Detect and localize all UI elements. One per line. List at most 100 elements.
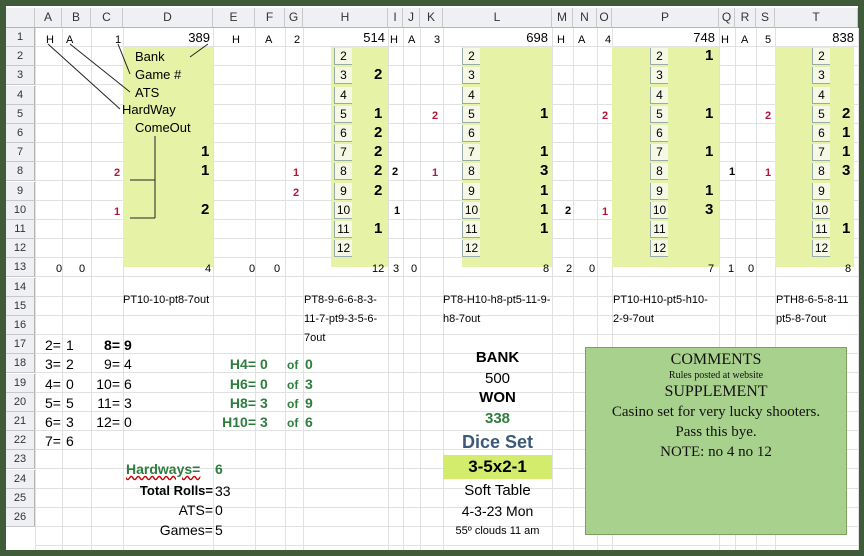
note-l-2[interactable]: h8-7out bbox=[443, 313, 481, 325]
row-header-25[interactable]: 25 bbox=[6, 488, 35, 508]
roll-count[interactable]: 3 bbox=[540, 162, 549, 180]
total-p13[interactable]: 7 bbox=[708, 263, 715, 276]
point-number[interactable]: 5 bbox=[334, 105, 352, 123]
point-number[interactable]: 12 bbox=[650, 240, 668, 258]
count-val[interactable]: 1 bbox=[66, 337, 74, 354]
hardway-key[interactable]: H4= bbox=[229, 356, 256, 373]
point-number[interactable]: 10 bbox=[462, 201, 480, 219]
count-key[interactable]: 5= bbox=[45, 394, 61, 411]
point-number[interactable]: 6 bbox=[650, 125, 668, 142]
table-type[interactable]: Soft Table bbox=[464, 482, 531, 499]
bank-h1[interactable]: 514 bbox=[363, 30, 385, 45]
point-number[interactable]: 9 bbox=[650, 182, 668, 200]
roll-count[interactable]: 2 bbox=[374, 181, 383, 199]
note-d[interactable]: PT10-10-pt8-7out bbox=[123, 294, 210, 306]
hardway-total[interactable]: 6 bbox=[305, 414, 313, 430]
won-label[interactable]: WON bbox=[479, 389, 516, 406]
hardway-d-row10[interactable]: 1 bbox=[114, 205, 121, 218]
point-number[interactable]: 12 bbox=[462, 240, 480, 258]
point-number[interactable]: 8 bbox=[812, 163, 830, 181]
count-key[interactable]: 2= bbox=[45, 337, 61, 354]
hardway-val[interactable]: 0 bbox=[260, 356, 268, 373]
ats-i10[interactable]: 1 bbox=[394, 204, 401, 217]
row-header-13[interactable]: 13 bbox=[6, 258, 35, 278]
point-number[interactable]: 3 bbox=[650, 67, 668, 85]
row-header-4[interactable]: 4 bbox=[6, 85, 35, 105]
select-all-corner[interactable] bbox=[6, 8, 35, 28]
column-header-n[interactable]: N bbox=[573, 8, 597, 28]
column-header-a[interactable]: A bbox=[35, 8, 62, 28]
ats-m10[interactable]: 2 bbox=[565, 204, 572, 217]
point-number[interactable]: 9 bbox=[812, 182, 830, 200]
total-l13[interactable]: 8 bbox=[543, 263, 550, 276]
hardways-value[interactable]: 6 bbox=[215, 461, 223, 477]
cell-c1[interactable]: 1 bbox=[115, 34, 122, 46]
total-f13[interactable]: 0 bbox=[274, 263, 281, 276]
count-val[interactable]: 2 bbox=[66, 356, 74, 373]
point-number[interactable]: 9 bbox=[462, 182, 480, 200]
column-header-r[interactable]: R bbox=[735, 8, 756, 28]
row-header-17[interactable]: 17 bbox=[6, 335, 35, 355]
hardway-mark[interactable]: 2 bbox=[602, 109, 609, 122]
roll-count[interactable]: 1 bbox=[540, 200, 549, 218]
hardway-total[interactable]: 0 bbox=[305, 356, 313, 373]
point-number[interactable]: 6 bbox=[812, 125, 830, 142]
point-number[interactable]: 2 bbox=[812, 48, 830, 66]
hardway-mark[interactable]: 2 bbox=[765, 109, 772, 122]
hardway-val[interactable]: 3 bbox=[260, 394, 268, 411]
cell-e1[interactable]: H bbox=[232, 34, 240, 46]
count2-key[interactable]: 12= bbox=[96, 414, 120, 430]
cell-g1[interactable]: 2 bbox=[294, 34, 301, 46]
row-header-20[interactable]: 20 bbox=[6, 392, 35, 412]
cell-r1[interactable]: A bbox=[741, 34, 749, 46]
row-header-16[interactable]: 16 bbox=[6, 316, 35, 335]
point-number[interactable]: 10 bbox=[650, 201, 668, 219]
roll-count[interactable]: 3 bbox=[842, 162, 851, 180]
point-number[interactable]: 5 bbox=[462, 105, 480, 123]
weather[interactable]: 55º clouds 11 am bbox=[455, 525, 540, 537]
row-header-19[interactable]: 19 bbox=[6, 373, 35, 393]
hardway-total[interactable]: 3 bbox=[305, 375, 313, 392]
cell-n1[interactable]: A bbox=[578, 34, 586, 46]
note-t-2[interactable]: pt5-8-7out bbox=[776, 313, 827, 325]
roll-count[interactable]: 1 bbox=[374, 220, 383, 237]
count2-key[interactable]: 11= bbox=[97, 394, 120, 411]
cell-k1[interactable]: 3 bbox=[434, 34, 441, 46]
point-number[interactable]: 2 bbox=[334, 48, 352, 66]
count-val[interactable]: 0 bbox=[66, 375, 74, 392]
point-number[interactable]: 7 bbox=[334, 144, 352, 162]
cell-b1[interactable]: A bbox=[66, 34, 74, 46]
hardway-of[interactable]: of bbox=[287, 358, 299, 373]
row-header-7[interactable]: 7 bbox=[6, 143, 35, 163]
total-r13[interactable]: 0 bbox=[748, 263, 755, 276]
roll-count[interactable]: 2 bbox=[374, 66, 383, 84]
point-number[interactable]: 12 bbox=[334, 240, 352, 258]
dice-set-value[interactable]: 3-5x2-1 bbox=[468, 457, 527, 476]
point-number[interactable]: 6 bbox=[334, 125, 352, 142]
row-header-11[interactable]: 11 bbox=[6, 220, 35, 239]
total-i13[interactable]: 3 bbox=[393, 263, 400, 276]
dice-set-label[interactable]: Dice Set bbox=[461, 432, 534, 452]
point-number[interactable]: 2 bbox=[462, 48, 480, 66]
comments-box[interactable]: COMMENTS Rules posted at website SUPPLEM… bbox=[585, 347, 847, 535]
total-d13[interactable]: 4 bbox=[205, 263, 212, 276]
cell-q1[interactable]: H bbox=[721, 34, 729, 46]
point-number[interactable]: 5 bbox=[650, 105, 668, 123]
roll-count[interactable]: 2 bbox=[374, 162, 383, 180]
row-header-10[interactable]: 10 bbox=[6, 200, 35, 220]
point-number[interactable]: 2 bbox=[650, 48, 668, 66]
roll-count[interactable]: 2 bbox=[374, 124, 383, 141]
count2-key[interactable]: 8= bbox=[104, 337, 120, 354]
column-header-q[interactable]: Q bbox=[719, 8, 735, 28]
row-header-14[interactable]: 14 bbox=[6, 277, 35, 297]
note-h-1[interactable]: PT8-9-6-6-8-3- bbox=[304, 294, 377, 306]
hardway-mark[interactable]: 1 bbox=[432, 167, 439, 180]
roll-d-row7[interactable]: 1 bbox=[201, 143, 210, 161]
roll-d-row10[interactable]: 2 bbox=[201, 200, 210, 218]
point-number[interactable]: 10 bbox=[334, 201, 352, 219]
hardway-of[interactable]: of bbox=[287, 377, 299, 392]
column-header-o[interactable]: O bbox=[597, 8, 612, 28]
total-m13[interactable]: 2 bbox=[566, 263, 573, 276]
roll-count[interactable]: 1 bbox=[842, 220, 851, 237]
total-e13[interactable]: 0 bbox=[249, 263, 256, 276]
